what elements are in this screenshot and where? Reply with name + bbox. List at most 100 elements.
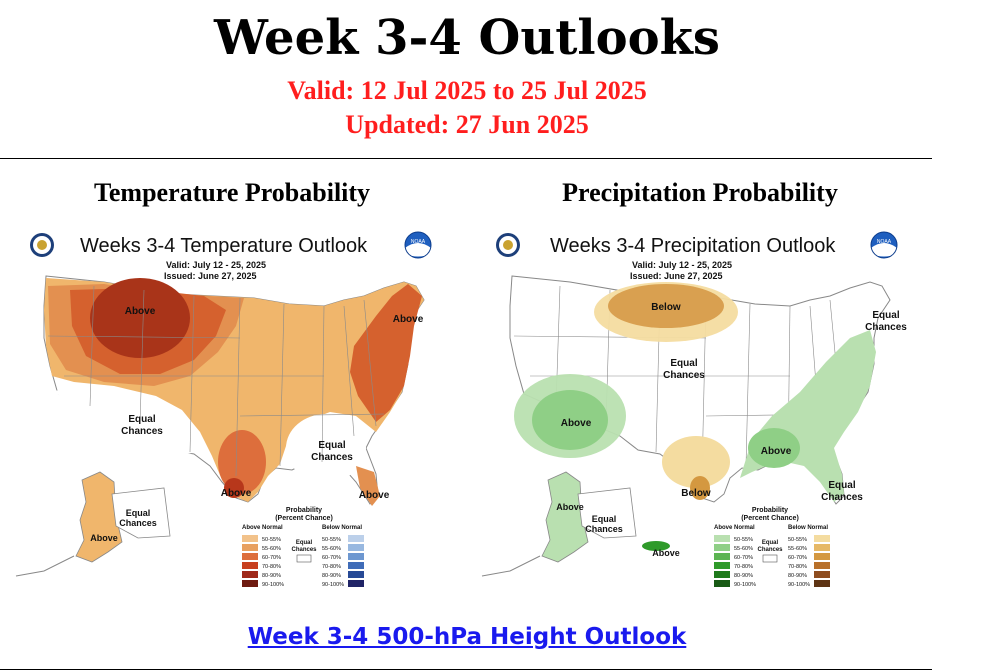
legend-right-swatch [814, 580, 830, 587]
legend-left-head: Above Normal [714, 525, 755, 531]
noaa-logo-text: NOAA [411, 239, 426, 245]
below-north-core [608, 284, 724, 328]
legend-right-swatch [348, 535, 364, 542]
alaska-equal-region [111, 487, 171, 539]
equal-sw-region [50, 390, 204, 454]
above-sw-core [532, 390, 608, 450]
above-tx-region [218, 430, 266, 494]
temperature-legend: Probability (Percent Chance) Above Norma… [242, 507, 364, 588]
updated-date: Updated: 27 Jun 2025 [345, 110, 589, 139]
state-borders [47, 285, 385, 477]
label-below-north: Below [651, 302, 681, 313]
legend-right-swatch [814, 553, 830, 560]
above-se-core [748, 428, 800, 468]
below-tx-core [690, 476, 710, 500]
temperature-issued: Issued: June 27, 2025 [164, 271, 257, 281]
legend-title-1: Probability [286, 507, 322, 514]
legend-right-range: 70-80% [322, 564, 341, 570]
legend-left-range: 70-80% [734, 564, 753, 570]
precipitation-valid: Valid: July 12 - 25, 2025 [632, 260, 732, 270]
legend-left-swatch [242, 571, 258, 578]
legend-right-range: 50-55% [788, 537, 807, 543]
above-fl-region [356, 466, 380, 506]
label-equal-sw-2: Chances [121, 426, 163, 437]
legend-right-swatch [348, 562, 364, 569]
legend-right-range: 50-55% [322, 537, 341, 543]
legend-left-range: 60-70% [734, 555, 753, 561]
legend-left-range: 50-55% [734, 537, 753, 543]
legend-equal-swatch [762, 554, 778, 563]
precipitation-map-title: Weeks 3-4 Precipitation Outlook [550, 235, 836, 257]
legend-right-range: 80-90% [322, 573, 341, 579]
label-equal-ak-1: Equal [592, 514, 617, 524]
above-60-ne-region [350, 284, 422, 422]
legend-left-swatch [714, 535, 730, 542]
noaa-logo-icon: NOAA [870, 231, 898, 259]
precipitation-issued: Issued: June 27, 2025 [630, 271, 723, 281]
legend-left-swatch [242, 553, 258, 560]
legend-equal-1: Equal [296, 540, 313, 546]
label-equal-c-2: Chances [663, 370, 705, 381]
legend-right-range: 60-70% [322, 555, 341, 561]
label-above-fl: Above [359, 490, 390, 501]
label-equal-se-2: Chances [311, 452, 353, 463]
label-equal-se-1: Equal [318, 440, 345, 451]
label-above-sw: Above [561, 418, 592, 429]
label-above-ak: Above [556, 502, 584, 512]
doc-seal-icon [496, 233, 520, 257]
legend-left-range: 50-55% [262, 537, 281, 543]
legend-left-swatch [714, 580, 730, 587]
alaska-equal-region [577, 487, 637, 539]
legend-left-swatch [714, 571, 730, 578]
alaska-region [75, 471, 123, 563]
noaa-logo-text: NOAA [877, 239, 892, 245]
legend-left-swatch [714, 562, 730, 569]
label-equal-ne-2: Chances [865, 322, 907, 333]
alaska-region [541, 471, 589, 563]
alaska-chain [481, 555, 541, 577]
legend-right-range: 55-60% [322, 546, 341, 552]
legend-right-range: 90-100% [788, 582, 810, 588]
label-equal-ak-1: Equal [126, 508, 151, 518]
above-70-nw-core [90, 278, 190, 358]
legend-equal-2: Chances [291, 547, 317, 553]
legend-right-range: 70-80% [788, 564, 807, 570]
legend-left-swatch [242, 544, 258, 551]
label-below-tx: Below [681, 488, 711, 499]
legend-left-range: 80-90% [734, 573, 753, 579]
legend-right-swatch [814, 544, 830, 551]
height-outlook-link[interactable]: Week 3-4 500-hPa Height Outlook [247, 624, 687, 650]
label-above-ak: Above [90, 533, 118, 543]
bottom-divider [0, 669, 932, 670]
legend-left-range: 80-90% [262, 573, 281, 579]
label-equal-c-1: Equal [670, 358, 697, 369]
legend-left-range: 70-80% [262, 564, 281, 570]
page-title: Week 3-4 Outlooks [214, 10, 720, 66]
below-tx-region [662, 436, 730, 488]
label-equal-ak-2: Chances [119, 518, 157, 528]
legend-right-swatch [814, 571, 830, 578]
label-above-tx: Above [221, 488, 252, 499]
alaska-se-above [642, 541, 670, 551]
above-tx-core [224, 478, 244, 498]
legend-right-swatch [348, 553, 364, 560]
precipitation-outlook-map[interactable]: Weeks 3-4 Precipitation Outlook NOAA Val… [470, 226, 922, 616]
legend-title-2: (Percent Chance) [275, 515, 333, 522]
legend-right-range: 60-70% [788, 555, 807, 561]
label-above-ne: Above [393, 314, 424, 325]
legend-right-swatch [814, 562, 830, 569]
legend-equal-1: Equal [762, 540, 779, 546]
legend-left-swatch [714, 553, 730, 560]
legend-right-head: Below Normal [788, 525, 828, 531]
legend-left-swatch [242, 562, 258, 569]
label-above-se: Above [761, 446, 792, 457]
alaska-chain [15, 555, 75, 577]
legend-left-range: 55-60% [262, 546, 281, 552]
precipitation-legend: Probability (Percent Chance) Above Norma… [714, 507, 830, 588]
legend-right-swatch [348, 544, 364, 551]
label-equal-fl-2: Chances [821, 492, 863, 503]
legend-right-swatch [348, 580, 364, 587]
label-equal-ne-1: Equal [872, 310, 899, 321]
temperature-outlook-map[interactable]: Weeks 3-4 Temperature Outlook NOAA Valid… [4, 226, 456, 616]
legend-right-swatch [348, 571, 364, 578]
